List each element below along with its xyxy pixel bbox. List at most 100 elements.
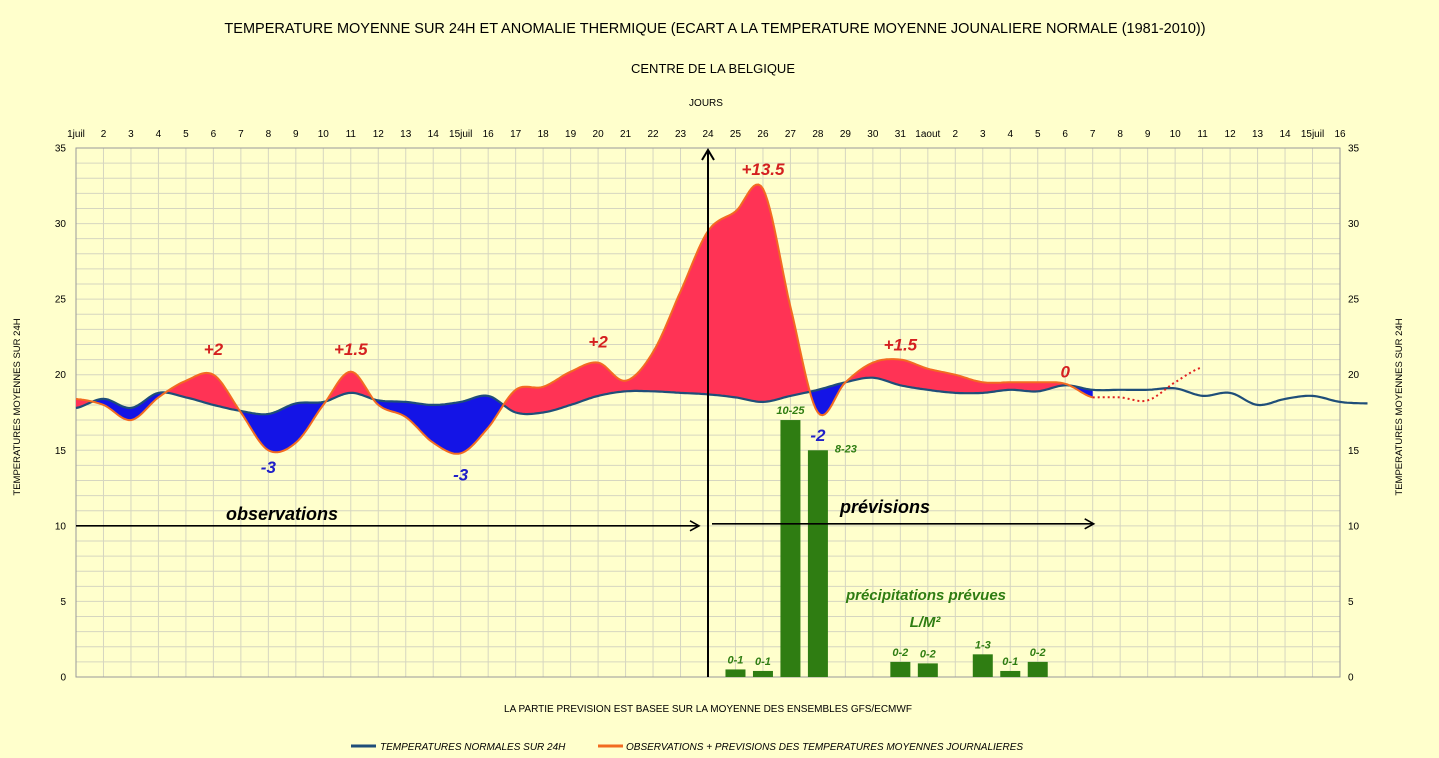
- x-tick-label: 14: [1279, 129, 1291, 140]
- precip-bar-label: 10-25: [776, 405, 805, 417]
- y-axis-title-left: TEMPERATURES MOYENNES SUR 24H: [12, 318, 23, 495]
- precip-bar: [780, 420, 801, 677]
- x-tick-label: 28: [812, 129, 824, 140]
- x-tick-label: 16: [483, 129, 495, 140]
- anomaly-label: +2: [588, 333, 608, 352]
- warm-anomaly-area: [167, 372, 241, 411]
- x-tick-label: 2: [953, 129, 959, 140]
- chart-title: TEMPERATURE MOYENNE SUR 24H ET ANOMALIE …: [224, 21, 1205, 37]
- anomaly-labels: +2 -3 +1.5 -3 +2 +13.5 -2 +1.5 0: [204, 160, 1071, 484]
- precip-bar-label: 0-1: [728, 654, 744, 666]
- anomaly-label: -3: [453, 466, 469, 485]
- cold-anomaly-area: [94, 392, 168, 421]
- footnote: LA PARTIE PREVISION EST BASEE SUR LA MOY…: [504, 704, 912, 715]
- x-tick-label: 1juil: [67, 129, 85, 140]
- x-tick-label: 23: [675, 129, 687, 140]
- normal-temperature-line: [75, 376, 1368, 416]
- y-tick-label-left: 5: [60, 597, 66, 608]
- precip-bar: [972, 654, 993, 677]
- x-tick-label: 14: [428, 129, 440, 140]
- precip-bar-label: 0-2: [892, 647, 908, 659]
- precip-bar-label: 0-1: [1002, 656, 1018, 668]
- x-tick-label: 26: [757, 129, 769, 140]
- x-tick-label: 2: [101, 129, 107, 140]
- x-tick-label: 22: [647, 129, 659, 140]
- precip-bar: [807, 450, 828, 677]
- x-tick-label: 8: [1117, 129, 1123, 140]
- x-tick-label: 13: [1252, 129, 1264, 140]
- x-tick-label: 5: [183, 129, 189, 140]
- warm-anomaly-area: [327, 371, 374, 401]
- observations-label: observations: [226, 504, 338, 524]
- x-tick-label: 30: [867, 129, 879, 140]
- x-tick-label: 6: [211, 129, 217, 140]
- series-lines: [75, 183, 1368, 455]
- y-tick-label-left: 20: [55, 370, 67, 381]
- x-tick-label: 7: [1090, 129, 1096, 140]
- precip-bar: [1027, 661, 1048, 677]
- cold-anomaly-area: [811, 382, 846, 416]
- x-tick-label: 11: [346, 129, 357, 140]
- precip-bar: [1000, 670, 1021, 677]
- y-tick-label-right: 5: [1348, 597, 1354, 608]
- y-axis-right: 0 5 10 15 20 25 30 35: [1348, 144, 1360, 684]
- anomaly-label: 0: [1060, 363, 1070, 382]
- x-tick-label: 3: [980, 129, 986, 140]
- forecast-divider-arrowhead: [701, 148, 715, 161]
- anomaly-label: -3: [261, 458, 277, 477]
- x-tick-label: 10: [1170, 129, 1182, 140]
- x-tick-label: 9: [293, 129, 299, 140]
- x-tick-label: 8: [266, 129, 272, 140]
- x-axis-top: 1juil 2 3 4 5 6 7 8 9 10 11 12 13 14 15juil 16 17 18 19 20 2…: [67, 129, 1346, 140]
- y-tick-label-right: 35: [1348, 144, 1360, 155]
- y-tick-label-right: 15: [1348, 446, 1360, 457]
- x-tick-label: 16: [1334, 129, 1346, 140]
- anomaly-label: -2: [810, 426, 826, 445]
- x-tick-label: 10: [318, 129, 330, 140]
- y-tick-label-left: 15: [55, 446, 67, 457]
- x-tick-label: 6: [1062, 129, 1068, 140]
- precip-bar: [917, 663, 938, 677]
- legend-normal-label: TEMPERATURES NORMALES SUR 24H: [380, 742, 566, 753]
- precip-bar: [725, 669, 746, 677]
- phase-arrows: [76, 148, 1096, 677]
- y-axis-title-right: TEMPERATURES MOYENNES SUR 24H: [1394, 318, 1405, 495]
- x-tick-label: 29: [840, 129, 852, 140]
- x-tick-label: 4: [156, 129, 162, 140]
- observed-temperature-line: [75, 183, 1093, 455]
- y-tick-label-right: 25: [1348, 295, 1360, 306]
- x-tick-label: 21: [620, 129, 632, 140]
- x-tick-label: 13: [400, 129, 412, 140]
- observations-arrowhead: [689, 520, 701, 532]
- anomaly-label: +13.5: [741, 160, 785, 179]
- x-tick-label: 12: [373, 129, 385, 140]
- x-tick-label: 11: [1197, 129, 1208, 140]
- x-tick-label: 31: [895, 129, 907, 140]
- y-tick-label-right: 0: [1348, 673, 1354, 684]
- precip-bar-label: 0-1: [755, 656, 771, 668]
- x-tick-label: 24: [702, 129, 714, 140]
- x-tick-label: 18: [538, 129, 550, 140]
- chart-subtitle: CENTRE DE LA BELGIQUE: [631, 61, 795, 76]
- x-tick-label: 9: [1145, 129, 1151, 140]
- x-tick-label: 17: [510, 129, 522, 140]
- precip-bar-label: 1-3: [975, 639, 991, 651]
- x-tick-label: 4: [1007, 129, 1013, 140]
- forecast-extension-line: [1092, 366, 1203, 403]
- precip-bar-label: 0-2: [920, 648, 936, 660]
- x-tick-label: 5: [1035, 129, 1041, 140]
- y-tick-label-right: 10: [1348, 521, 1360, 532]
- anomaly-areas: [76, 184, 1093, 454]
- x-tick-label: 3: [128, 129, 134, 140]
- precip-bar: [890, 661, 911, 677]
- x-tick-label: 15juil: [449, 129, 472, 140]
- y-tick-label-left: 10: [55, 521, 67, 532]
- precipitation-bars: 0-1 0-1 10-25 8-23 0-2 0-2 1-3 0-1 0-2: [725, 405, 1048, 677]
- legend-obs-label: OBSERVATIONS + PREVISIONS DES TEMPERATUR…: [626, 742, 1023, 753]
- y-tick-label-left: 35: [55, 144, 67, 155]
- y-tick-label-left: 30: [55, 219, 67, 230]
- y-axis-left: 0 5 10 15 20 25 30 35: [55, 144, 67, 684]
- x-tick-label: 19: [565, 129, 577, 140]
- x-tick-label: 27: [785, 129, 797, 140]
